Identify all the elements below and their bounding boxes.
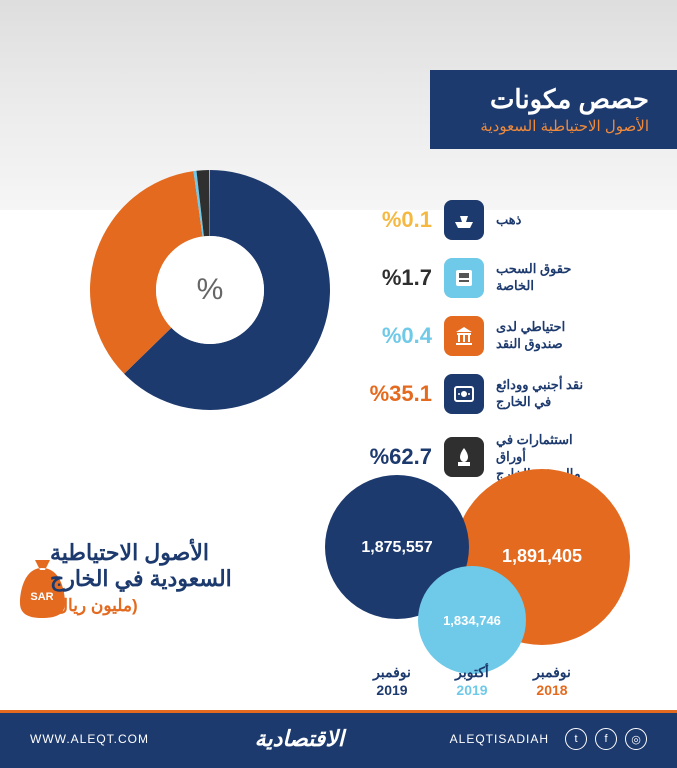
header-title: حصص مكونات [480, 84, 649, 115]
bubble-value: 1,875,557 [361, 539, 432, 556]
legend-label: احتياطي لدىصندوق النقد [496, 319, 591, 353]
header-subtitle: الأصول الاحتياطية السعودية [480, 117, 649, 135]
legend-row: احتياطي لدىصندوق النقد %0.4 [357, 316, 647, 356]
twitter-icon[interactable]: t [565, 728, 587, 750]
legend-percent: %0.4 [357, 323, 432, 349]
legend-icon [444, 258, 484, 298]
legend-percent: %35.1 [357, 381, 432, 407]
bubble-value: 1,834,746 [443, 613, 501, 628]
footer-handle: ALEQTISADIAH [450, 732, 549, 746]
footer-socials: ◎ f t ALEQTISADIAH [450, 728, 647, 750]
legend-icon [444, 316, 484, 356]
legend-label: حقوق السحبالخاصة [496, 261, 591, 295]
bubble-chart: 1,891,4051,875,5571,834,746نوفمبر2018أكت… [297, 465, 647, 695]
footer: ◎ f t ALEQTISADIAH الاقتصادية WWW.ALEQT.… [0, 710, 677, 768]
bubble-month: نوفمبر [532, 664, 571, 681]
legend-label: نقد أجنبي وودائعفي الخارج [496, 377, 591, 411]
donut-chart: % [70, 150, 350, 430]
bubble-month: نوفمبر [372, 664, 411, 681]
instagram-icon[interactable]: ◎ [625, 728, 647, 750]
legend-icon [444, 200, 484, 240]
bubble-year: 2019 [376, 682, 407, 695]
legend-row: نقد أجنبي وودائعفي الخارج %35.1 [357, 374, 647, 414]
facebook-icon[interactable]: f [595, 728, 617, 750]
abroad-unit: (مليون ريال) [50, 596, 310, 616]
abroad-title-box: الأصول الاحتياطية السعودية في الخارج (مل… [50, 540, 310, 616]
bubble-value: 1,891,405 [502, 546, 582, 566]
legend-label: ذهب [496, 212, 591, 229]
legend-row: حقوق السحبالخاصة %1.7 [357, 258, 647, 298]
legend-percent: %1.7 [357, 265, 432, 291]
legend-percent: %0.1 [357, 207, 432, 233]
legend-row: ذهب %0.1 [357, 200, 647, 240]
legend-icon [444, 374, 484, 414]
abroad-line1: الأصول الاحتياطية [50, 540, 310, 566]
header-box: حصص مكونات الأصول الاحتياطية السعودية [430, 70, 677, 149]
bubble-year: 2018 [536, 682, 567, 695]
abroad-line2: السعودية في الخارج [50, 566, 310, 592]
legend: ذهب %0.1 حقوق السحبالخاصة %1.7 احتياطي لدىصن… [357, 200, 647, 501]
footer-url: WWW.ALEQT.COM [30, 732, 149, 746]
bubble-year: 2019 [456, 682, 487, 695]
donut-center-symbol: % [197, 273, 224, 307]
footer-logo: الاقتصادية [255, 726, 344, 752]
bubble-month: أكتوبر [454, 662, 489, 681]
